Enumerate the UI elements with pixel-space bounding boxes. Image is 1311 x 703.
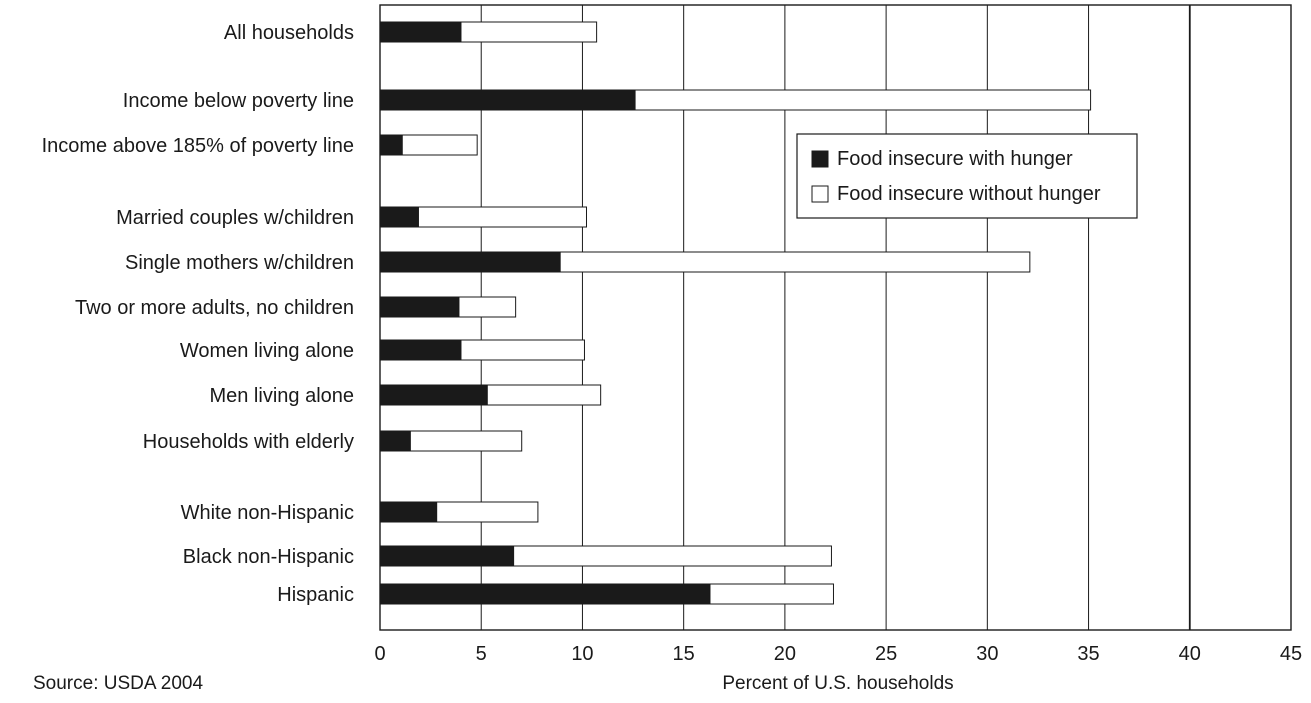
bar-with-hunger [379, 339, 462, 361]
bar-without-hunger [709, 583, 834, 605]
category-label: Two or more adults, no children [75, 297, 354, 319]
bar-without-hunger [401, 134, 478, 156]
x-tick-label: 30 [976, 643, 998, 665]
x-tick-label: 20 [774, 643, 796, 665]
bar-with-hunger [379, 583, 711, 605]
x-tick-label: 25 [875, 643, 897, 665]
legend-box [796, 133, 1138, 219]
x-tick-label: 35 [1077, 643, 1099, 665]
bar-with-hunger [379, 545, 515, 567]
legend-label-without-hunger: Food insecure without hunger [837, 183, 1101, 205]
bar-without-hunger [513, 545, 832, 567]
bar-with-hunger [379, 384, 488, 406]
bar-without-hunger [559, 251, 1031, 273]
plot-frame [379, 4, 1292, 631]
legend-swatch-with-hunger [811, 150, 829, 168]
bar-without-hunger [458, 296, 517, 318]
bar-without-hunger [460, 339, 585, 361]
legend-label-with-hunger: Food insecure with hunger [837, 148, 1073, 170]
category-label: Men living alone [209, 385, 354, 407]
x-tick-label: 40 [1179, 643, 1201, 665]
bar-without-hunger [460, 21, 598, 43]
bar-with-hunger [379, 296, 460, 318]
category-label: Households with elderly [143, 431, 354, 453]
bar-with-hunger [379, 501, 438, 523]
category-label: Income above 185% of poverty line [42, 135, 354, 157]
bar-with-hunger [379, 430, 411, 452]
bar-with-hunger [379, 251, 561, 273]
category-label: Hispanic [277, 584, 354, 606]
x-axis-title: Percent of U.S. households [722, 673, 953, 694]
bar-without-hunger [417, 206, 587, 228]
x-tick-label: 0 [374, 643, 385, 665]
x-tick-label: 15 [673, 643, 695, 665]
bar-without-hunger [409, 430, 523, 452]
x-tick-label: 5 [476, 643, 487, 665]
category-label: Income below poverty line [123, 90, 354, 112]
legend-swatch-without-hunger [811, 185, 829, 203]
bar-without-hunger [486, 384, 602, 406]
bar-without-hunger [634, 89, 1092, 111]
x-tick-label: 45 [1280, 643, 1302, 665]
bar-with-hunger [379, 134, 403, 156]
category-label: Married couples w/children [116, 207, 354, 229]
bar-with-hunger [379, 206, 419, 228]
bar-without-hunger [436, 501, 539, 523]
bar-with-hunger [379, 89, 636, 111]
bars [379, 21, 1092, 605]
category-labels: All households Income below poverty line I… [42, 22, 354, 606]
source-note: Source: USDA 2004 [33, 673, 203, 694]
legend: Food insecure with hunger Food insecure … [796, 133, 1138, 219]
bar-with-hunger [379, 21, 462, 43]
category-label: Black non-Hispanic [183, 546, 354, 568]
category-label: Women living alone [180, 340, 354, 362]
category-label: Single mothers w/children [125, 252, 354, 274]
category-label: White non-Hispanic [181, 502, 354, 524]
x-tick-label: 10 [571, 643, 593, 665]
x-tick-labels: 0 5 10 15 20 25 30 35 40 45 [374, 643, 1302, 665]
category-label: All households [224, 22, 354, 44]
